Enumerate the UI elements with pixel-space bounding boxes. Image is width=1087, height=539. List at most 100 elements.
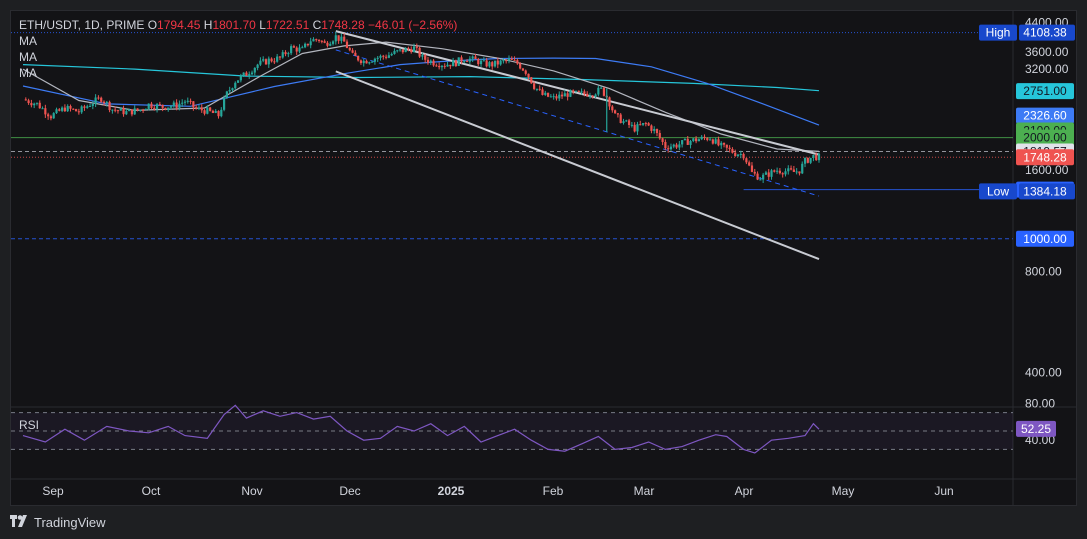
candle-body: [502, 60, 505, 62]
candle-body: [722, 142, 726, 145]
candle-body: [519, 63, 522, 69]
candle-body: [650, 125, 653, 131]
candle-body: [387, 55, 390, 58]
candle-body: [331, 41, 335, 44]
candle-body: [734, 152, 737, 156]
price-tag-bg: [1019, 24, 1075, 41]
candle-body: [197, 107, 201, 109]
close-label: C: [312, 18, 322, 32]
price-tick-label: 1600.00: [1025, 163, 1069, 177]
time-axis[interactable]: Sep Oct Nov Dec 2025 Feb Mar Apr May Jun: [42, 484, 953, 498]
candle-body: [530, 77, 533, 84]
candle-body: [309, 41, 312, 46]
candle-body: [407, 48, 410, 50]
candle-body: [52, 113, 55, 119]
rsi-pane: RSI: [11, 404, 1013, 454]
candle-body: [493, 60, 497, 67]
candle-body: [574, 90, 578, 92]
candle-body: [236, 80, 240, 83]
brand-name[interactable]: TradingView: [34, 514, 106, 530]
level-lines: [11, 32, 1013, 240]
candle-body: [695, 138, 698, 142]
candle-body: [812, 154, 815, 158]
rsi-tag-bg: [1016, 420, 1056, 437]
candle-body: [88, 105, 92, 107]
tradingview-logo-icon[interactable]: [10, 514, 30, 530]
channel-median-line[interactable]: [335, 49, 820, 197]
regression-channel[interactable]: [335, 30, 820, 261]
candle-body: [597, 87, 600, 95]
candle-body: [602, 87, 606, 96]
candle-body: [689, 141, 692, 145]
candle-body: [608, 97, 611, 107]
indicator-ma-3[interactable]: MA: [19, 66, 37, 80]
price-chart[interactable]: RSI 80.0040.004400.004000.003600.003200.…: [11, 11, 1076, 505]
candle-body: [616, 113, 620, 115]
candle-body: [94, 97, 97, 104]
candle-body: [245, 72, 248, 76]
candle-body: [130, 109, 134, 115]
indicator-ma-1[interactable]: MA: [19, 34, 37, 48]
moving-average-line-1: [22, 64, 820, 92]
symbol-title[interactable]: ETH/USDT, 1D, PRIME: [19, 18, 145, 32]
candle-body: [139, 109, 142, 111]
candle-body: [91, 103, 94, 106]
candle-body: [320, 40, 323, 42]
candle-body: [371, 61, 374, 63]
indicator-ma-2[interactable]: MA: [19, 50, 37, 64]
time-label: Oct: [142, 484, 161, 498]
candle-body: [426, 59, 430, 63]
candle-body: [47, 114, 50, 117]
price-tag-value: 1748.28: [1023, 150, 1067, 164]
candle-body: [454, 60, 458, 66]
candle-body: [499, 60, 502, 65]
candle-body: [144, 108, 147, 111]
candle-body: [798, 171, 801, 174]
candle-body: [77, 111, 80, 113]
candle-body: [558, 94, 561, 99]
candle-body: [404, 48, 407, 53]
candle-body: [664, 141, 667, 149]
candle-body: [239, 75, 242, 81]
candle-body: [86, 106, 89, 108]
time-label: Feb: [543, 484, 564, 498]
candle-body: [376, 57, 379, 59]
candle-body: [510, 58, 513, 60]
candle-body: [295, 47, 298, 52]
candle-body: [817, 153, 821, 161]
candle-body: [410, 49, 413, 53]
candle-body: [720, 142, 723, 146]
candle-body: [443, 65, 446, 67]
candle-body: [30, 103, 33, 106]
price-tick-label: 400.00: [1025, 365, 1062, 379]
channel-upper-line[interactable]: [335, 30, 820, 156]
chart-window: RSI 80.0040.004400.004000.003600.003200.…: [10, 10, 1077, 506]
candle-body: [373, 58, 377, 62]
candle-body: [393, 50, 396, 54]
candle-body: [329, 43, 332, 46]
candle-body: [653, 129, 656, 131]
candle-body: [234, 82, 237, 89]
rsi-label[interactable]: RSI: [19, 418, 39, 432]
candle-body: [35, 102, 39, 104]
channel-lower-line[interactable]: [335, 70, 820, 261]
candle-body: [396, 50, 399, 52]
candle-body: [368, 62, 371, 64]
candle-body: [195, 107, 198, 109]
candle-body: [141, 109, 145, 111]
candle-body: [359, 60, 363, 64]
candle-body: [206, 107, 209, 114]
candle-body: [600, 87, 603, 89]
candle-body: [776, 170, 779, 172]
candle-body: [290, 46, 293, 54]
candle-body: [250, 72, 254, 75]
candle-body: [209, 107, 212, 111]
candle-body: [33, 103, 36, 106]
candle-body: [317, 39, 321, 41]
candle-body: [552, 96, 555, 98]
candle-body: [591, 95, 594, 97]
candle-body: [692, 138, 695, 142]
time-label: Nov: [241, 484, 262, 498]
grid: [11, 11, 1076, 505]
candle-body: [231, 88, 234, 91]
